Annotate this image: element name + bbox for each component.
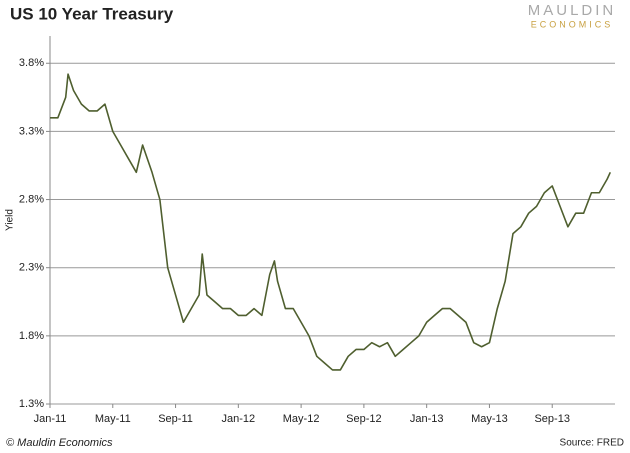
x-tick-label: Sep-11: [158, 413, 193, 425]
footer: © Mauldin Economics: [6, 437, 113, 449]
logo-bottom: ECONOMICS: [531, 19, 614, 29]
x-tick-label: May-13: [471, 413, 508, 425]
y-tick-label: 2.3%: [19, 262, 44, 274]
line: [50, 73, 612, 371]
x-tick-label: May-11: [95, 413, 131, 425]
y-tick-label: 1.8%: [19, 330, 44, 342]
x-tick-label: Jan-11: [34, 413, 67, 425]
logo-top: MAULDIN: [528, 2, 617, 19]
x-tick-label: Jan-12: [222, 413, 256, 425]
x-tick-label: Sep-13: [534, 413, 569, 425]
y-axis-label: Yield: [5, 209, 16, 231]
y-tick-label: 2.8%: [19, 193, 44, 205]
chart-title: US 10 Year Treasury: [10, 4, 174, 23]
source: Source: FRED: [560, 438, 624, 449]
x-tick-label: Jan-13: [410, 413, 444, 425]
x-tick-label: May-12: [283, 413, 320, 425]
y-tick-label: 3.3%: [19, 125, 44, 137]
y-tick-label: 3.8%: [19, 57, 44, 69]
x-tick-label: Sep-12: [346, 413, 381, 425]
y-tick-label: 1.3%: [19, 398, 44, 410]
